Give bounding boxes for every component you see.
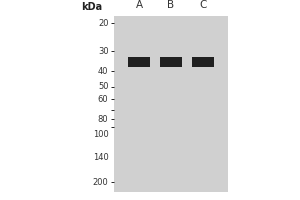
Text: 140: 140 <box>93 153 108 162</box>
Text: 50: 50 <box>98 82 108 91</box>
Text: 200: 200 <box>93 178 108 187</box>
Text: 100: 100 <box>93 130 108 139</box>
Text: C: C <box>199 0 207 10</box>
Text: 30: 30 <box>98 47 108 56</box>
Text: 20: 20 <box>98 19 108 28</box>
Text: kDa: kDa <box>81 2 102 12</box>
Text: 40: 40 <box>98 67 108 76</box>
Text: 60: 60 <box>98 95 108 104</box>
Text: A: A <box>136 0 142 10</box>
Text: 80: 80 <box>98 115 108 124</box>
Text: B: B <box>167 0 175 10</box>
